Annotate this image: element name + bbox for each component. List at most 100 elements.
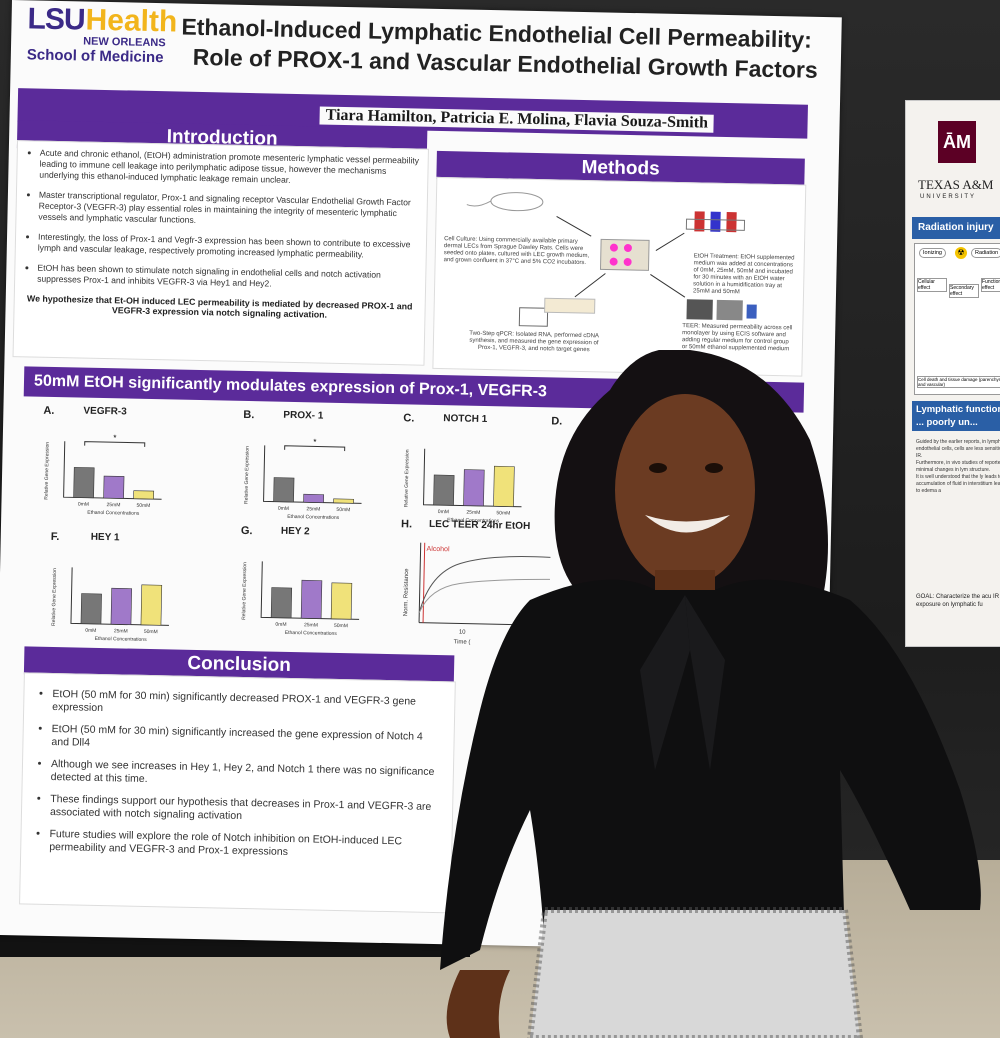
panel-letter: C.	[403, 412, 415, 425]
diagram-label: Cell death and tissue damage (parenchyma…	[917, 376, 1000, 388]
conclusion-bullet: These findings support our hypothesis th…	[50, 793, 440, 827]
panel-letter: G.	[240, 524, 253, 538]
teer-annotation: Alcohol	[427, 546, 451, 553]
x-tick-label: 25mM	[106, 502, 120, 508]
radiation-heading: Radiation injury	[912, 217, 1000, 239]
lsu-logo-health: Health	[85, 3, 178, 39]
teer-panel: H. LEC TEER 24hr EtOH Norm. Resistance A…	[399, 518, 562, 651]
panel-letter: H.	[400, 518, 413, 531]
x-tick-label: 0mM	[78, 501, 89, 507]
bar	[80, 593, 102, 625]
ecis-icon	[686, 299, 757, 321]
conclusion-bullets: EtOH (50 mM for 30 min) significantly de…	[33, 688, 442, 862]
bar	[493, 465, 515, 507]
radiation-diagram: Ionizing ☢ Radiation Cellular effect Sec…	[914, 243, 1000, 395]
methods-diagram	[466, 192, 757, 327]
y-axis-label: Relative Gene Expression	[51, 568, 58, 626]
bar-chart: Relative Gene Expression 0mM 25mM 50mMEthan…	[44, 433, 162, 517]
bar	[140, 584, 163, 626]
x-tick-label: 50mM	[334, 623, 348, 629]
axis	[63, 441, 162, 500]
figure-panel: B. PROX- 1 Relative Gene Expression 0mM 25mM…	[241, 409, 403, 522]
teer-y-axis-label: Norm. Resistance	[403, 568, 410, 616]
intro-bullet: Interestingly, the loss of Prox-1 and Ve…	[38, 232, 418, 262]
significance-star: *	[113, 433, 116, 442]
x-tick-label: 50mM	[144, 629, 158, 635]
y-axis-label: Relative Gene Expression	[241, 562, 248, 620]
x-tick-label: 25mM	[466, 510, 480, 516]
bar	[73, 467, 95, 499]
bar	[303, 493, 325, 503]
conclusion-bullet: EtOH (50 mM for 30 min) significantly de…	[52, 688, 442, 722]
x-tick-label: 0mM	[278, 506, 289, 512]
figure-panel: C. NOTCH 1 Relative Gene Expression 0mM 25mM…	[401, 412, 563, 525]
bar	[330, 582, 353, 620]
radiation-icon: ☢	[955, 247, 967, 259]
qpcr-icon	[518, 297, 596, 327]
x-tick-label: 25mM	[304, 622, 318, 628]
panel-letter: B.	[243, 408, 255, 422]
panel-title: HEY 1	[90, 531, 120, 544]
x-tick-label: 0mM	[438, 509, 449, 515]
culture-plate-icon	[599, 238, 650, 271]
diagram-label: Ionizing	[919, 248, 946, 258]
lymphatic-heading: Lymphatic functional ... poorly un...	[912, 401, 1000, 431]
lsu-logo: LSU	[27, 2, 85, 37]
conclusion-bullet: Although we see increases in Hey 1, Hey …	[51, 758, 441, 792]
x-axis-label: Ethanol Concentrations	[95, 636, 148, 643]
x-tick-label: 50mM	[336, 507, 350, 513]
intro-bullet: Master transcriptional regulator, Prox-1…	[38, 190, 419, 231]
bar-chart: Relative Gene Expression 0mM 25mM 50mMEthan…	[403, 448, 522, 524]
bar	[300, 579, 323, 619]
conclusion-section: EtOH (50 mM for 30 min) significantly de…	[19, 672, 456, 914]
tamu-logo: ĀM	[938, 121, 976, 163]
panel-letter: F.	[50, 530, 60, 544]
tamu-university: UNIVERSITY	[920, 194, 977, 200]
y-axis-label: Relative Gene Expression	[44, 442, 51, 500]
teer-plot: Norm. Resistance Alcohol 10 Time (	[403, 542, 551, 646]
neighbor-bullet: Guided by the earlier reports, in lympha…	[916, 439, 1000, 459]
poster-title: Ethanol-Induced Lymphatic Endothelial Ce…	[181, 12, 822, 85]
diagram-label: Secondary effect	[949, 284, 979, 298]
bar	[463, 469, 485, 507]
bar	[333, 498, 354, 504]
y-axis-label: Relative Gene Expression	[243, 446, 250, 504]
teer-x-tick: 10	[459, 629, 466, 635]
diagram-label: Functional effect	[981, 278, 1000, 292]
introduction-bullets: Acute and chronic ethanol, (EtOH) admini…	[23, 147, 420, 292]
figure-panel: A. VEGFR-3 Relative Gene Expression 0mM 25mM…	[41, 405, 203, 518]
x-tick-label: 50mM	[136, 503, 150, 509]
method-teer: TEER: Measured permeability across cell …	[681, 323, 793, 353]
lsu-school-of-medicine: School of Medicine	[26, 46, 164, 67]
x-tick-label: 25mM	[114, 628, 128, 634]
neighbor-bullets: Guided by the earlier reports, in lympha…	[916, 439, 1000, 495]
results-figures: A. VEGFR-3 Relative Gene Expression 0mM 25mM…	[12, 0, 842, 643]
x-tick-label: 0mM	[275, 622, 286, 628]
neighbor-poster: ĀM TEXAS A&M UNIVERSITY Radiation injury…	[905, 100, 1000, 647]
x-axis-label: Ethanol Concentrations	[87, 510, 140, 517]
x-tick-label: 50mM	[496, 510, 510, 516]
diagram-label: Cellular effect	[917, 278, 947, 292]
panel-title: HEY 2	[280, 525, 310, 538]
axis	[260, 561, 360, 620]
axis	[70, 567, 169, 626]
conclusion-bullet: Future studies will explore the role of …	[49, 828, 439, 862]
test-tubes-icon	[685, 211, 746, 233]
bar	[273, 477, 295, 503]
panel-title: VEGFR-3	[83, 405, 127, 418]
conclusion-bullet: EtOH (50 mM for 30 min) significantly in…	[51, 723, 441, 757]
introduction-section: Acute and chronic ethanol, (EtOH) admini…	[12, 140, 429, 366]
y-axis-label: Relative Gene Expression	[403, 449, 410, 507]
intro-bullet: EtOH has been shown to stimulate notch s…	[37, 263, 417, 293]
x-tick-label: 0mM	[85, 628, 96, 634]
rat-icon	[466, 192, 544, 212]
presenter-person	[440, 350, 981, 1038]
teer-x-label: Time (	[454, 639, 471, 645]
panel-letter: A.	[43, 404, 55, 417]
axis	[263, 445, 362, 504]
intro-bullet: Acute and chronic ethanol, (EtOH) admini…	[39, 148, 420, 189]
x-axis-label: Ethanol Concentrations	[287, 514, 340, 521]
significance-bracket	[84, 441, 146, 447]
diagram-label: Radiation	[971, 248, 1000, 258]
research-poster: LSU Health NEW ORLEANS School of Medicin…	[0, 0, 842, 952]
